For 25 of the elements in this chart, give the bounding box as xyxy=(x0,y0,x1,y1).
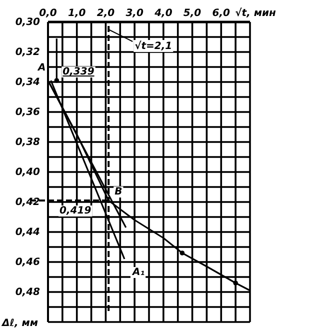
annotation: A xyxy=(37,62,46,74)
x-axis-title: √t, мин xyxy=(235,7,276,19)
y-tick-label: 0,42 xyxy=(15,197,40,208)
x-tick-label: 5,0 xyxy=(183,8,202,19)
x-tick-label: 3,0 xyxy=(126,8,144,19)
x-tick-label: 1,0 xyxy=(68,8,86,19)
y-tick-label: 0,32 xyxy=(15,47,40,58)
x-tick-label: 2,0 xyxy=(96,8,115,19)
x-tick-label: 0,0 xyxy=(39,8,57,19)
y-tick-label: 0,36 xyxy=(15,107,40,118)
y-tick-label: 0,44 xyxy=(15,227,40,238)
y-tick-label: 0,34 xyxy=(15,77,40,88)
annotation: B xyxy=(114,186,122,198)
y-tick-label: 0,38 xyxy=(15,137,40,148)
x-tick-label: 6,0 xyxy=(212,8,230,19)
y-tick-label: 0,46 xyxy=(15,257,40,268)
y-axis-title: Δℓ, мм xyxy=(1,318,38,329)
y-tick-label: 0,30 xyxy=(15,17,40,28)
annotation: 0,339 xyxy=(62,66,94,78)
annotation: A₁ xyxy=(131,267,145,278)
ref-line-label: 0,419 xyxy=(60,206,92,216)
ref-line-label: √t=2,1 xyxy=(134,40,172,52)
y-tick-label: 0,40 xyxy=(15,167,40,178)
y-tick-label: 0,48 xyxy=(15,287,40,298)
x-tick-label: 4,0 xyxy=(154,8,172,19)
